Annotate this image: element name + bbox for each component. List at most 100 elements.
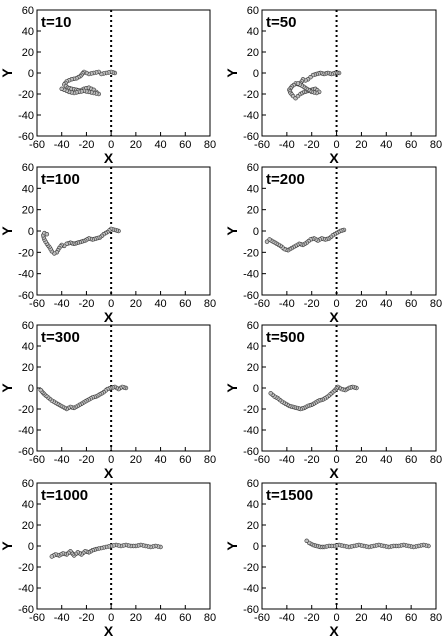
data-point [44,232,50,237]
y-tick-label: -40 [18,269,34,281]
x-tick-label: 60 [405,612,417,624]
y-tick-label: -40 [18,425,34,437]
x-tick-label: 80 [204,139,216,151]
x-axis-label: X [329,623,339,637]
x-tick-label: 80 [430,139,442,151]
series-1 [304,538,431,550]
y-axis-label: Y [224,383,240,393]
series-1 [287,70,342,101]
x-tick-label: 40 [380,454,392,466]
y-tick-label: -60 [243,290,259,302]
x-tick-label: 0 [334,298,340,310]
x-tick-label: -60 [29,139,45,151]
data-point [304,538,309,543]
x-tick-label: 60 [179,612,191,624]
x-tick-label: 0 [108,139,114,151]
y-axis-label: Y [224,226,240,236]
x-tick-label: 60 [179,454,191,466]
y-tick-label: -40 [243,110,259,122]
data-point [268,391,273,396]
y-tick-label: -60 [18,290,34,302]
series-1 [264,227,347,253]
x-tick-label: 40 [380,612,392,624]
y-tick-label: 20 [22,520,34,532]
y-tick-label: 40 [22,341,34,353]
x-tick-label: 20 [355,298,367,310]
x-tick-label: 40 [380,139,392,151]
chart-panel-3: -60 -40 -20 0 20 40 60 80 60 40 20 0 -20 -40 -60 t=100 X… [0,162,216,325]
y-tick-label: 0 [253,383,259,395]
x-tick-label: -40 [54,612,70,624]
panel-title: t=1500 [266,487,313,504]
x-tick-label: 60 [405,454,417,466]
y-tick-label: 0 [253,68,259,80]
y-tick-label: -60 [18,446,34,458]
x-tick-label: 0 [108,612,114,624]
chart-panel-7: -60 -40 -20 0 20 40 60 80 60 40 20 0 -20 -40 -60 t=1000… [0,478,216,637]
y-tick-label: -20 [243,562,259,574]
chart-panel-6: -60 -40 -20 0 20 40 60 80 60 40 20 0 -20 -40 -60 t=500 X… [224,320,442,481]
y-axis-label: Y [0,541,15,551]
x-tick-label: -20 [304,612,320,624]
x-tick-label: 20 [130,139,142,151]
y-tick-label: -20 [243,89,259,101]
y-tick-label: 60 [22,478,34,490]
x-tick-label: -40 [279,298,295,310]
y-axis-label: Y [224,541,240,551]
y-tick-label: 0 [28,68,34,80]
y-tick-label: -60 [243,131,259,143]
x-axis-label: X [104,465,114,481]
data-point [59,86,64,92]
y-axis-label: Y [0,226,15,236]
x-tick-label: -40 [279,612,295,624]
panel-title: t=200 [266,171,305,188]
y-tick-label: 20 [247,205,259,217]
x-tick-label: 0 [334,454,340,466]
panel-title: t=10 [41,14,71,31]
panel-title: t=100 [41,171,80,188]
series-1 [49,542,163,559]
x-tick-label: -20 [78,298,94,310]
y-tick-label: -20 [243,247,259,259]
x-tick-label: 20 [130,454,142,466]
y-tick-label: 20 [22,362,34,374]
y-tick-label: 40 [247,183,259,195]
y-tick-label: 60 [22,162,34,174]
panel-title: t=50 [266,14,296,31]
y-tick-label: -60 [243,604,259,616]
y-tick-label: 0 [28,383,34,395]
x-tick-label: 0 [108,454,114,466]
x-tick-label: 60 [405,298,417,310]
y-tick-label: -40 [243,269,259,281]
x-tick-label: -60 [29,298,45,310]
x-tick-label: 80 [204,454,216,466]
x-tick-label: -40 [279,454,295,466]
y-tick-label: 40 [247,341,259,353]
y-tick-label: 20 [22,47,34,59]
x-tick-label: 20 [355,139,367,151]
data-point [295,81,301,86]
x-tick-label: 20 [355,454,367,466]
chart-panel-4: -60 -40 -20 0 20 40 60 80 60 40 20 0 -20 -40 -60 t=200 X… [224,162,442,325]
y-tick-label: -60 [243,446,259,458]
x-axis-label: X [104,150,114,166]
chart-panel-8: -60 -40 -20 0 20 40 60 80 60 40 20 0 -20 -40 -60 t=1500… [224,478,442,637]
series-1 [38,384,129,412]
data-point [264,239,270,244]
y-tick-label: -40 [243,583,259,595]
x-tick-label: -40 [54,454,70,466]
x-tick-label: -60 [29,454,45,466]
x-tick-label: 20 [130,298,142,310]
y-tick-label: -60 [18,131,34,143]
x-axis-label: X [329,309,339,325]
y-tick-label: 0 [28,541,34,553]
y-tick-label: 0 [253,226,259,238]
y-tick-label: -40 [18,110,34,122]
x-tick-label: -20 [78,612,94,624]
y-tick-label: 60 [22,5,34,17]
x-tick-label: -60 [29,612,45,624]
y-tick-label: 20 [247,47,259,59]
chart-panel-5: -60 -40 -20 0 20 40 60 80 60 40 20 0 -20 -40 -60 t=300 X… [0,320,216,481]
series-1 [268,384,359,412]
y-tick-label: -20 [18,247,34,259]
